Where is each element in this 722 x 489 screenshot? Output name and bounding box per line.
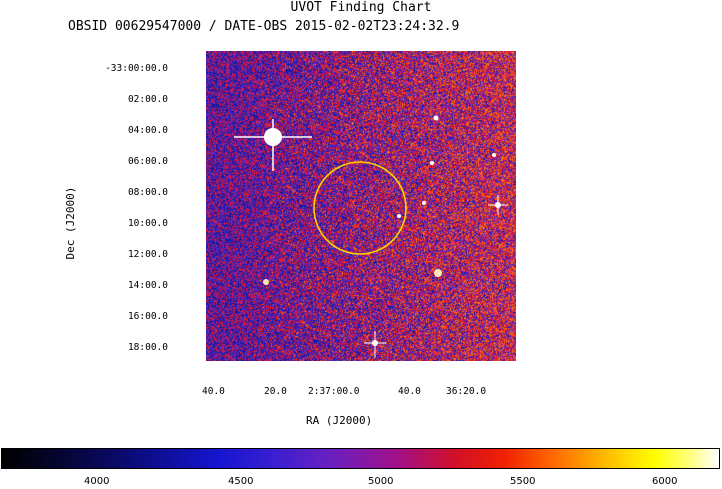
star-blob (434, 269, 442, 277)
dec-tick: 12:00.0 (127, 249, 168, 260)
ra-tick: 20.0 (264, 386, 287, 397)
colorbar-tick: 5000 (368, 476, 394, 487)
colorbar (1, 448, 720, 469)
dec-tick: 16:00.0 (127, 311, 168, 322)
ra-tick: 40.0 (202, 386, 225, 397)
sky-image-canvas (206, 51, 516, 361)
star-blob (263, 279, 269, 285)
ra-tick: 2:37:00.0 (308, 386, 360, 397)
sky-image (206, 51, 516, 361)
colorbar-tick: 5500 (510, 476, 536, 487)
colorbar-tick: 4000 (84, 476, 110, 487)
dec-tick: 02:00.0 (127, 94, 168, 105)
star-south (364, 331, 386, 357)
star-dot (422, 201, 426, 205)
star-east (488, 195, 508, 215)
ra-axis-label: RA (J2000) (306, 414, 373, 427)
chart-subtitle: OBSID 00629547000 / DATE-OBS 2015-02-02T… (68, 19, 460, 34)
ra-tick: 40.0 (398, 386, 421, 397)
dec-tick: 04:00.0 (127, 125, 168, 136)
dec-tick: 08:00.0 (127, 187, 168, 198)
star-dot (433, 115, 439, 121)
dec-tick: 06:00.0 (127, 156, 168, 167)
star-dot (397, 214, 401, 218)
colorbar-tick: 4500 (228, 476, 254, 487)
colorbar-tick: 6000 (652, 476, 678, 487)
bright-star (234, 119, 312, 171)
colorbar-gradient (2, 449, 719, 468)
chart-title: UVOT Finding Chart (290, 0, 432, 15)
dec-tick: 10:00.0 (127, 218, 168, 229)
dec-tick: -33:00:00.0 (105, 63, 168, 74)
dec-tick: 18:00.0 (127, 342, 168, 353)
ra-tick: 36:20.0 (446, 386, 487, 397)
star-dot (492, 153, 496, 157)
star-dot (430, 161, 434, 165)
target-circle (313, 161, 407, 255)
dec-tick: 14:00.0 (127, 280, 168, 291)
sky-overlay (234, 115, 508, 357)
